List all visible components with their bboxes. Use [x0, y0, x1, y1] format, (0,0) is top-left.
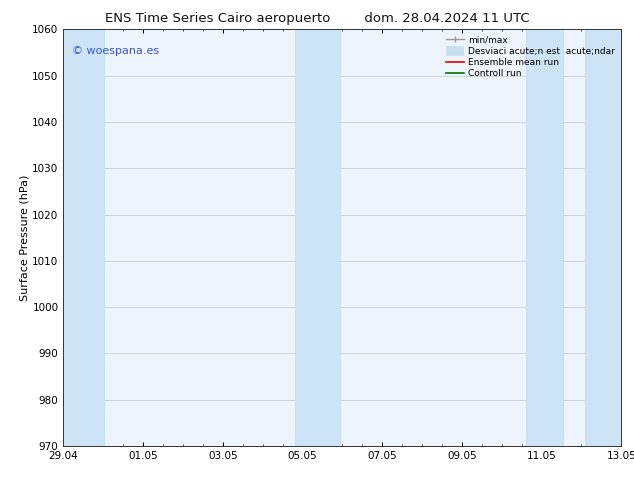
Legend: min/max, Desviaci acute;n est  acute;ndar, Ensemble mean run, Controll run: min/max, Desviaci acute;n est acute;ndar… [444, 34, 617, 80]
Bar [526, 29, 563, 446]
Text: © woespana.es: © woespana.es [72, 46, 159, 56]
Text: ENS Time Series Cairo aeropuerto        dom. 28.04.2024 11 UTC: ENS Time Series Cairo aeropuerto dom. 28… [105, 12, 529, 25]
Bar [585, 29, 621, 446]
Y-axis label: Surface Pressure (hPa): Surface Pressure (hPa) [20, 174, 30, 301]
Bar [295, 29, 340, 446]
Bar [63, 29, 104, 446]
